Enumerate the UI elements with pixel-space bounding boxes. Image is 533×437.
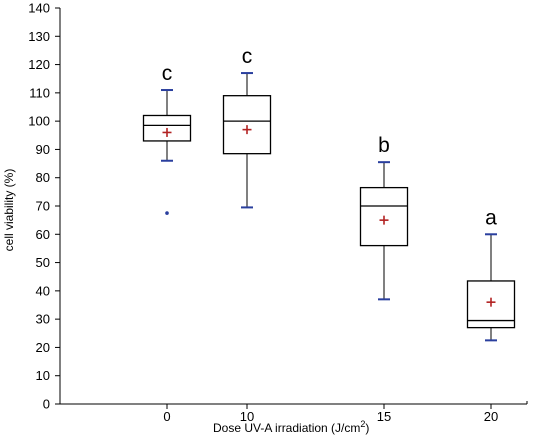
group-letter-10: c bbox=[242, 45, 253, 68]
x-axis-label-main: Dose UV-A irradiation (J/cm bbox=[213, 421, 360, 435]
y-tick-labels: 0 10 20 30 40 50 60 70 80 90 100 110 120 130 140 bbox=[28, 1, 50, 412]
x-tick-label: 20 bbox=[484, 409, 498, 424]
box-iqr bbox=[222, 95, 272, 155]
x-tick-label: 0 bbox=[163, 409, 170, 424]
boxes-layer bbox=[142, 72, 516, 342]
y-tick-label: 70 bbox=[36, 199, 50, 214]
box-0 bbox=[142, 89, 192, 215]
y-tick-label: 130 bbox=[28, 29, 50, 44]
y-tick-label: 80 bbox=[36, 170, 50, 185]
y-tick-label: 120 bbox=[28, 57, 50, 72]
group-letter-0: c bbox=[162, 62, 173, 85]
box-15 bbox=[359, 161, 409, 301]
group-letter-15: b bbox=[378, 134, 390, 157]
y-tick-label: 100 bbox=[28, 114, 50, 129]
x-tick-labels: 0 10 15 20 bbox=[163, 409, 498, 424]
y-tick-label: 110 bbox=[29, 85, 50, 100]
group-letters: c c b a bbox=[162, 45, 497, 229]
y-axis-label: cell viability (%) bbox=[2, 169, 16, 252]
y-tick-label: 10 bbox=[36, 368, 50, 383]
x-tick-label: 15 bbox=[377, 409, 391, 424]
y-tick-label: 90 bbox=[36, 142, 50, 157]
x-axis-label-end: ) bbox=[365, 421, 369, 435]
x-axis-label-superscript: 2 bbox=[360, 419, 365, 429]
box-iqr bbox=[466, 280, 516, 329]
y-tick-label: 30 bbox=[36, 312, 50, 327]
y-tick-label: 140 bbox=[28, 1, 50, 16]
y-tick-label: 0 bbox=[43, 397, 50, 412]
x-axis-label: Dose UV-A irradiation (J/cm2) bbox=[213, 419, 369, 435]
outlier-point bbox=[165, 211, 169, 215]
y-tick-label: 60 bbox=[36, 227, 50, 242]
y-tick-label: 40 bbox=[36, 283, 50, 298]
box-10 bbox=[222, 72, 272, 209]
y-tick-label: 50 bbox=[36, 255, 50, 270]
box-20 bbox=[466, 233, 516, 342]
group-letter-20: a bbox=[485, 206, 497, 229]
x-tick-label: 10 bbox=[240, 409, 254, 424]
axes-layer bbox=[55, 7, 528, 409]
y-tick-label: 20 bbox=[36, 340, 50, 355]
